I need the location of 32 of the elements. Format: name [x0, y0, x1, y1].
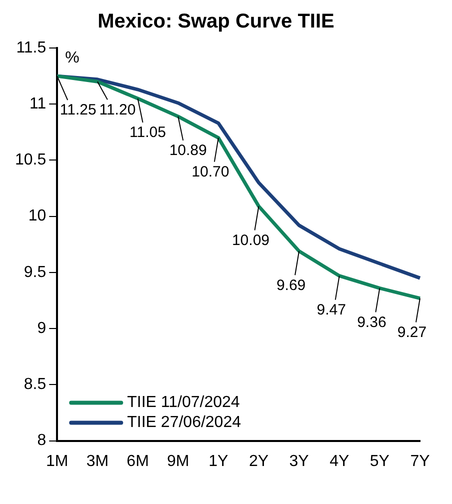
y-axis-title: % — [65, 49, 80, 66]
x-tick-label: 7Y — [410, 452, 430, 470]
data-label: 9.27 — [397, 324, 427, 341]
legend-label: TIIE 11/07/2024 — [127, 394, 240, 412]
x-tick-label: 2Y — [248, 452, 269, 470]
x-tick-label: 1M — [46, 452, 68, 470]
y-tick-label: 8.5 — [24, 376, 46, 394]
x-tick-label: 1Y — [208, 452, 229, 470]
x-tick-label: 6M — [126, 452, 149, 470]
x-tick-label: 9M — [166, 452, 190, 470]
y-tick-label: 11.5 — [16, 39, 46, 56]
x-tick-label: 3Y — [289, 452, 310, 470]
data-label: 10.70 — [192, 163, 230, 180]
data-label: 11.25 — [60, 102, 96, 119]
x-tick-label: 4Y — [330, 452, 350, 470]
y-tick-label: 11 — [30, 96, 46, 113]
data-label: 10.89 — [169, 142, 207, 160]
x-tick-label: 5Y — [370, 452, 390, 470]
data-label: 9.69 — [276, 276, 306, 294]
chart-title: Mexico: Swap Curve TIIE — [98, 10, 334, 33]
y-tick-label: 8 — [37, 432, 46, 450]
legend-label: TIIE 27/06/2024 — [127, 414, 242, 432]
x-tick-label: 3M — [86, 452, 109, 470]
y-tick-label: 9.5 — [24, 264, 46, 281]
data-label: 10.09 — [232, 232, 270, 249]
data-label: 11.05 — [130, 124, 166, 142]
y-tick-label: 10 — [28, 208, 46, 225]
y-tick-label: 10.5 — [15, 152, 46, 169]
data-label: 9.47 — [316, 301, 346, 318]
y-tick-label: 9 — [37, 320, 46, 337]
data-label: 9.36 — [357, 314, 386, 331]
data-label: 11.20 — [99, 101, 136, 118]
